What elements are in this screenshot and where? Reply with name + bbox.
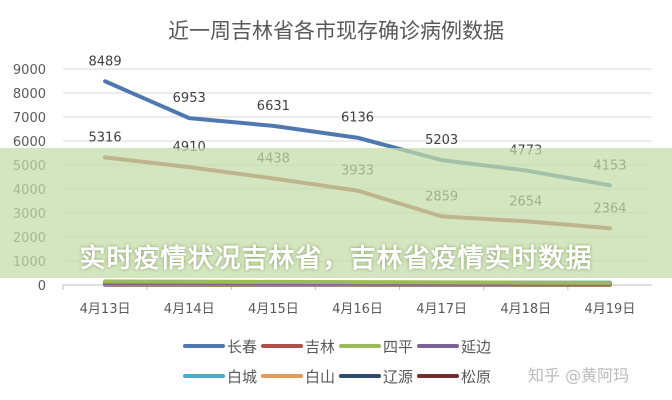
overlay-banner: 实时疫情状况吉林省，吉林省疫情实时数据 — [0, 148, 672, 278]
data-label: 8489 — [89, 54, 122, 69]
y-tick-label: 0 — [38, 279, 46, 294]
legend-label: 白城 — [227, 368, 257, 386]
banner-text: 实时疫情状况吉林省，吉林省疫情实时数据 — [79, 244, 593, 274]
x-tick-label: 4月15日 — [248, 302, 299, 317]
legend-label: 长春 — [227, 338, 257, 356]
watermark: 知乎 @黄阿玛 — [528, 366, 630, 385]
legend-label: 辽源 — [383, 368, 413, 386]
y-tick-label: 8000 — [13, 87, 46, 102]
legend-label: 四平 — [383, 338, 413, 356]
y-tick-label: 6000 — [13, 135, 46, 150]
x-tick-label: 4月18日 — [500, 302, 551, 317]
x-tick-label: 4月13日 — [80, 302, 131, 317]
y-tick-label: 7000 — [13, 111, 46, 126]
y-tick-label: 9000 — [13, 63, 46, 78]
legend-label: 吉林 — [305, 338, 335, 356]
data-label: 6953 — [173, 91, 206, 106]
legend-label: 延边 — [461, 338, 491, 356]
data-label: 5316 — [89, 130, 122, 145]
data-label: 5203 — [425, 133, 458, 148]
chart-title: 近一周吉林省各市现存确诊病例数据 — [168, 19, 504, 43]
legend-label: 白山 — [305, 368, 335, 386]
data-label: 6136 — [341, 111, 374, 126]
legend-label: 松原 — [461, 368, 491, 386]
data-label: 6631 — [257, 99, 290, 114]
x-tick-label: 4月17日 — [416, 302, 467, 317]
x-tick-label: 4月16日 — [332, 302, 383, 317]
x-tick-label: 4月14日 — [164, 302, 215, 317]
x-tick-label: 4月19日 — [585, 302, 636, 317]
